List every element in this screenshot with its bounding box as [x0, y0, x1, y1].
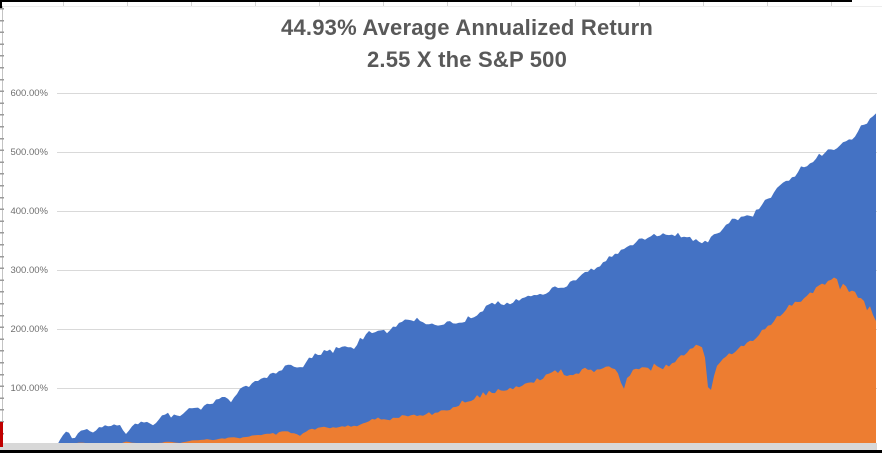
gridline [57, 210, 877, 212]
spreadsheet-row-strip [0, 0, 882, 7]
orange-area [57, 277, 876, 447]
bottom-axis-band [0, 443, 877, 450]
blue-area [57, 113, 876, 447]
chart-title: 44.93% Average Annualized Return 2.55 X … [57, 12, 877, 76]
gridline [57, 92, 877, 94]
y-axis-tick-label: 500.00% [10, 146, 48, 158]
gridline [57, 269, 877, 271]
y-axis-tick-label: 200.00% [10, 323, 48, 335]
top-left-border-nub [0, 0, 2, 8]
bottom-border-line [0, 450, 882, 453]
y-axis-tick-label: 100.00% [10, 382, 48, 394]
chart-plot-area[interactable] [57, 93, 876, 447]
chart-title-line2: 2.55 X the S&P 500 [366, 47, 568, 72]
y-axis-tick-label: 600.00% [10, 87, 48, 99]
y-axis-tick-label: 300.00% [10, 264, 48, 276]
chart-title-line1: 44.93% Average Annualized Return [281, 15, 653, 40]
top-border-line [0, 0, 852, 2]
y-axis-minor-ticks [0, 8, 4, 447]
red-edge-fragment [0, 422, 3, 447]
y-axis-tick-label: 400.00% [10, 205, 48, 217]
gridline [57, 151, 877, 153]
